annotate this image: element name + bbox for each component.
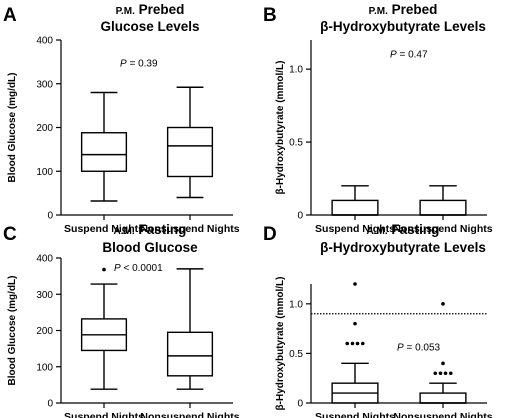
p-value-text: < 0.0001 (121, 263, 163, 274)
y-tick-label: 300 (36, 290, 53, 301)
y-tick-label: 1.0 (289, 65, 303, 76)
p-value-text: = 0.47 (397, 50, 428, 61)
panel-b: B P.M. Prebed β-Hydroxybutyrate Levels 0 0.5… (263, 2, 493, 235)
y-tick-label: 0 (297, 399, 303, 410)
p-value-text: = 0.39 (127, 58, 158, 69)
panel-letter: D (263, 224, 277, 245)
panel-c: C A.M. Fasting Blood Glucose 0 100 200 300 400 B… (3, 222, 240, 418)
chart-title-line1: P.M. Prebed (116, 2, 185, 17)
iqr-box (80, 132, 128, 172)
y-tick-label: 200 (36, 123, 53, 134)
box-plot-0: Suspend Nights (315, 185, 395, 235)
iqr-box (331, 199, 379, 216)
panel-letter: B (263, 5, 277, 26)
p-value-annotation: P = 0.39 (120, 58, 158, 69)
box-plot-1: Nonsuspend Nights (393, 302, 493, 418)
panel-letter: A (3, 5, 17, 26)
y-tick-label: 100 (36, 362, 53, 373)
x-category-label: Nonsuspend Nights (140, 411, 239, 418)
y-tick-label: 0 (297, 211, 303, 222)
title-time-prefix: P.M. (369, 6, 388, 17)
x-category-label: Nonsuspend Nights (393, 223, 492, 235)
title-rest: Prebed (139, 2, 185, 17)
p-value-annotation: P = 0.053 (397, 342, 441, 353)
chart-title-line2: β-Hydroxybutyrate Levels (320, 19, 486, 34)
title-time-prefix: A.M. (367, 226, 388, 237)
x-category-label: Nonsuspend Nights (140, 223, 239, 235)
title-rest: Fasting (138, 222, 186, 237)
y-tick-label: 0.5 (289, 349, 303, 360)
outlier-point (441, 302, 445, 306)
p-symbol: P (120, 58, 127, 69)
p-value-annotation: P < 0.0001 (114, 263, 163, 274)
x-category-label: Suspend Nights (64, 223, 144, 235)
p-value-text: = 0.053 (404, 342, 441, 353)
x-category-label: Suspend Nights (315, 411, 395, 418)
chart-title-line1: P.M. Prebed (369, 2, 438, 17)
box-plot-1: Nonsuspend Nights (393, 185, 493, 235)
title-time-prefix: A.M. (114, 226, 135, 237)
iqr-box (166, 126, 214, 178)
chart-title-line2: Glucose Levels (100, 19, 199, 34)
p-symbol: P (114, 263, 121, 274)
box-plot-0: Suspend Nights (64, 267, 144, 418)
chart-title-line1: A.M. Fasting (114, 222, 187, 237)
title-time-prefix: P.M. (116, 6, 135, 17)
iqr-box (419, 392, 467, 404)
y-tick-label: 400 (36, 254, 53, 265)
x-category-label: Suspend Nights (315, 223, 395, 235)
box-plot-1: Nonsuspend Nights (140, 86, 240, 235)
outlier-point (345, 341, 350, 346)
y-tick-label: 0 (47, 211, 53, 222)
title-rest: Fasting (391, 222, 439, 237)
iqr-box (419, 199, 467, 216)
y-tick-label: 0.5 (289, 138, 303, 149)
outlier-point (433, 371, 438, 376)
y-tick-label: 1.0 (289, 299, 303, 310)
outlier-point (350, 341, 355, 346)
y-axis-label: Blood Glucose (mg/dL) (7, 73, 18, 183)
y-axis-label: β-Hydroxybutyrate (mmol/L) (275, 277, 286, 411)
chart-title-line2: Blood Glucose (102, 240, 198, 255)
chart-title-line1: A.M. Fasting (367, 222, 440, 237)
y-tick-label: 400 (36, 36, 53, 47)
box-plot-0: Suspend Nights (64, 91, 144, 235)
title-rest: Prebed (392, 2, 438, 17)
iqr-box (166, 331, 214, 377)
panel-a: A P.M. Prebed Glucose Levels 0 100 200 300 400 B… (3, 2, 240, 235)
p-symbol: P (397, 342, 404, 353)
outlier-point (441, 361, 445, 366)
box-plot-0: Suspend Nights (315, 282, 395, 418)
p-symbol: P (390, 50, 397, 61)
y-axis-label: β-Hydroxybutyrate (mmol/L) (275, 61, 286, 195)
outlier-point (448, 371, 453, 376)
outlier-point (438, 371, 443, 376)
outlier-point (355, 341, 360, 346)
x-category-label: Suspend Nights (64, 411, 144, 418)
y-tick-label: 200 (36, 326, 53, 337)
outlier-point (360, 341, 365, 346)
y-axis-label: Blood Glucose (mg/dL) (7, 276, 18, 386)
y-tick-label: 0 (47, 399, 53, 410)
outlier-point (353, 282, 357, 286)
panel-d: D A.M. Fasting β-Hydroxybutyrate Levels 0 0.… (263, 222, 493, 418)
box-plot-1: Nonsuspend Nights (140, 268, 240, 418)
y-tick-label: 100 (36, 167, 53, 178)
outlier-point (443, 371, 448, 376)
panel-letter: C (3, 224, 17, 245)
x-category-label: Nonsuspend Nights (393, 411, 492, 418)
chart-title-line2: β-Hydroxybutyrate Levels (320, 240, 486, 255)
p-value-annotation: P = 0.47 (390, 50, 428, 61)
outlier-point (353, 321, 357, 326)
y-tick-label: 300 (36, 79, 53, 90)
outlier-point (102, 267, 106, 272)
